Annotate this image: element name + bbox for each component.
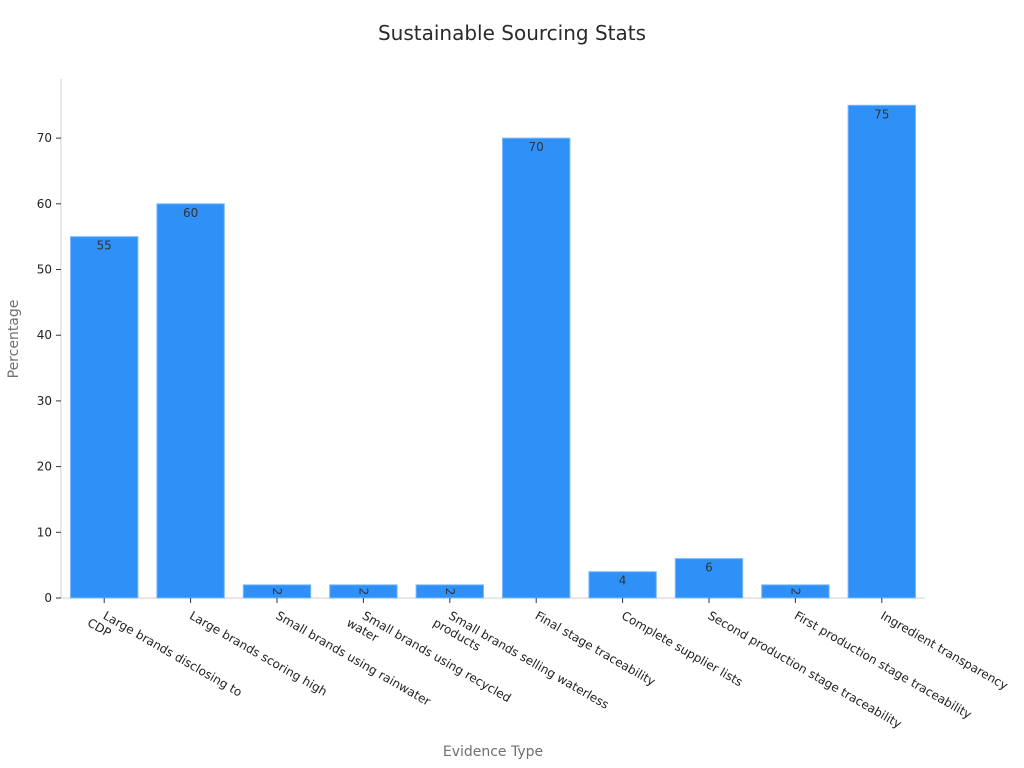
y-tick-label: 40 — [37, 328, 52, 342]
bar[interactable] — [588, 571, 657, 599]
y-tick-label: 0 — [44, 591, 52, 605]
x-tick-label-line: Large brands scoring high — [187, 608, 329, 698]
x-tick-label: Large brands scoring high — [187, 608, 329, 698]
bar[interactable] — [847, 104, 916, 599]
bar[interactable] — [674, 558, 744, 599]
bar-value-label: 2 — [788, 588, 802, 596]
x-tick-label: Large brands disclosing toCDP — [85, 603, 244, 711]
plot-area: 0 10 20 30 40 50 60 70 55 Large brands disclosing… — [37, 79, 1010, 731]
chart-title: Sustainable Sourcing Stats — [378, 21, 646, 45]
bar-value-label: 6 — [705, 561, 713, 575]
y-axis-title: Percentage — [6, 300, 22, 379]
bar-value-label: 2 — [270, 588, 284, 596]
bar-value-label: 70 — [529, 140, 544, 154]
bar-value-label: 4 — [619, 574, 627, 588]
bar-value-label: 60 — [183, 206, 198, 220]
x-tick-label-line: Small brands selling waterless — [446, 608, 611, 711]
y-tick-label: 70 — [37, 131, 52, 145]
bar-value-label: 55 — [97, 239, 112, 253]
x-tick-label-line: Large brands disclosing to — [101, 608, 245, 699]
y-tick-label: 30 — [37, 394, 52, 408]
y-tick-label: 50 — [37, 263, 52, 277]
y-tick-label: 10 — [37, 525, 52, 539]
x-tick-label: First production stage traceability — [792, 608, 974, 721]
bar[interactable] — [70, 236, 139, 599]
bar-value-label: 75 — [874, 107, 889, 121]
bar[interactable] — [502, 137, 571, 599]
y-tick-label: 20 — [37, 460, 52, 474]
bar-value-label: 2 — [443, 588, 457, 596]
bar[interactable] — [156, 203, 225, 599]
x-axis-title: Evidence Type — [443, 744, 543, 760]
y-tick-label: 60 — [37, 197, 52, 211]
x-tick-label-line: First production stage traceability — [792, 608, 974, 721]
bar-value-label: 2 — [356, 588, 370, 596]
